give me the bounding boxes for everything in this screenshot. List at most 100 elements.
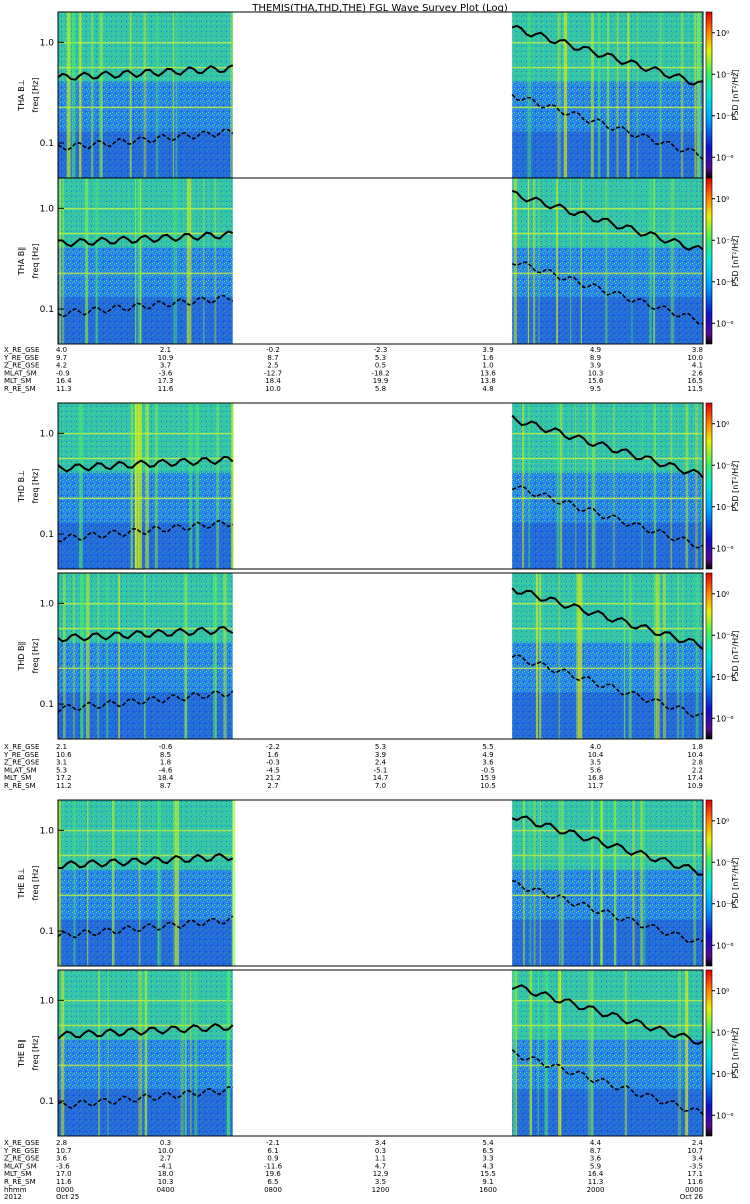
spectrogram-stripe [143,12,147,178]
ephemeris-row-label: Y_RE_GSE [3,751,39,759]
colorbar [705,799,713,967]
ephemeris-value: 3.5 [375,1178,386,1186]
colorbar [705,969,713,1137]
ephemeris-value: 4.1 [692,362,703,370]
ephemeris-row-label: R_RE_SM [4,782,36,790]
ephemeris-value: -18.2 [371,369,389,377]
spectrogram-stripe [97,970,100,1136]
spectrogram-line-artifact [512,457,703,460]
spectrogram-stripe [60,970,65,1136]
spectrogram-line-artifact [512,207,703,210]
spectrogram-stripe [685,403,689,569]
spectrogram-stripe [184,573,188,739]
ephemeris-value: 3.9 [375,751,386,759]
ephemeris-value: -0.6 [159,743,173,751]
colorbar-tick-label: 10⁻² [716,461,734,470]
spectrogram-stripe [623,573,626,739]
colorbar-tick-label: 10⁻² [716,1028,734,1037]
spectrogram-line-artifact [512,1024,703,1027]
spectrogram-stripe [685,970,689,1136]
ephemeris-value: 11.6 [687,1178,703,1186]
ephemeris-value: 4.9 [482,751,493,759]
ephemeris-value: 17.2 [56,774,72,782]
spectrogram-stripe [513,178,518,344]
spectrogram-stripe [95,178,98,344]
curve-half-fc [57,1086,233,1110]
panel-ylabel: THE B⊥ [17,867,26,899]
curve-fc [511,984,704,1045]
ephemeris-value: 16.4 [56,377,72,385]
spectrogram-stripe [659,12,662,178]
colorbar-tick-label: 10⁰ [716,817,729,826]
ephemeris-value: 1.6 [482,354,494,362]
freq-axis-title: freq [Hz] [31,469,40,504]
ephemeris-value: 3.3 [482,1155,493,1163]
freq-axis-title: freq [Hz] [31,244,40,279]
ephemeris-value: 15.5 [480,1170,496,1178]
ephemeris-value: 16.4 [588,1170,604,1178]
ephemeris-value: 18.4 [265,377,281,385]
ephemeris-value: 2.6 [692,369,704,377]
curve-half-fc [57,519,234,543]
colorbar-tick-label: 10⁰ [716,420,729,429]
ephemeris-value: 5.3 [375,354,386,362]
ephemeris-layer: X_RE_GSE 4.0 2.1 -0.2 -2.3 3.9 4.9 3.8 Y_RE_GSE 9… [3,346,704,1201]
ephemeris-value: 8.7 [590,1147,601,1155]
ephemeris-value: 10.6 [56,751,72,759]
spectrogram-stripe [556,178,559,344]
spectrogram-stripe [670,178,675,344]
ephemeris-row-label: Z_RE_GSE [4,362,39,370]
spectrogram-stripe [73,800,76,966]
curve-fc [511,189,704,251]
colorbar-tick-label: 10⁻⁴ [716,112,734,121]
ephemeris-value: -2.2 [266,743,280,751]
spectrogram-line-artifact [58,894,233,897]
spectrogram-stripe [695,403,698,569]
spectrogram-stripe [173,178,177,344]
spectrogram-stripe [624,970,627,1136]
spectrogram-stripe [190,970,192,1136]
ephemeris-value: 8.5 [160,751,171,759]
spectrogram-line-artifact [512,602,703,605]
ephemeris-value: 11.3 [56,385,72,393]
ephemeris-value: 4.0 [56,346,67,354]
ephemeris-value: 15.9 [480,774,496,782]
spectrogram-low-band [512,522,703,569]
freq-tick-label: 0.1 [40,305,54,315]
spectrogram-stripe [606,178,608,344]
ephemeris-row-label: X_RE_GSE [4,1139,39,1147]
ephemeris-block-THA: X_RE_GSE 4.0 2.1 -0.2 -2.3 3.9 4.9 3.8 Y_RE_GSE 9… [3,346,704,393]
ephemeris-value: 17.0 [56,1170,72,1178]
ephemeris-value: 4.4 [590,1139,602,1147]
spectrogram-stripe [186,178,189,344]
spectrogram-stripe [91,12,94,178]
spectrogram-stripe [590,800,593,966]
colorbar-tick-label: 10⁻⁴ [716,278,734,287]
colorbar [705,572,713,740]
spectrogram-stripe [157,800,160,966]
ephemeris-value: 5.3 [375,743,386,751]
ephemeris-value: 3.6 [56,1155,68,1163]
ephemeris-row-label: Y_RE_GSE [3,1147,39,1155]
ephemeris-value: 4.8 [482,385,493,393]
ephemeris-value: -11.6 [264,1162,283,1170]
ephemeris-value: 6.5 [482,1147,493,1155]
ephemeris-value: -2.3 [374,346,388,354]
spectrogram-stripe [214,178,217,344]
ephemeris-value: 11.7 [588,782,604,790]
colorbar-tick-label: 10⁻² [716,236,734,245]
freq-tick-label: 0.1 [40,927,54,937]
ephemeris-value: 13.6 [480,369,496,377]
spectrogram-stripe [188,178,192,344]
spectrogram-stripe [515,970,518,1136]
ephemeris-block-THD: X_RE_GSE 2.1 -0.6 -2.2 5.3 5.5 4.0 1.8 Y_RE_GSE 1… [3,743,704,790]
ephemeris-value: 1.6 [267,751,279,759]
spectrogram-stripe [129,12,132,178]
freq-tick-label: 0.1 [40,700,54,710]
spectrogram-stripe [563,12,568,178]
ephemeris-value: 10.9 [158,354,174,362]
spectrogram-stripe [591,970,594,1136]
spectrogram-stripe [134,403,137,569]
ephemeris-row-label: X_RE_GSE [4,346,39,354]
